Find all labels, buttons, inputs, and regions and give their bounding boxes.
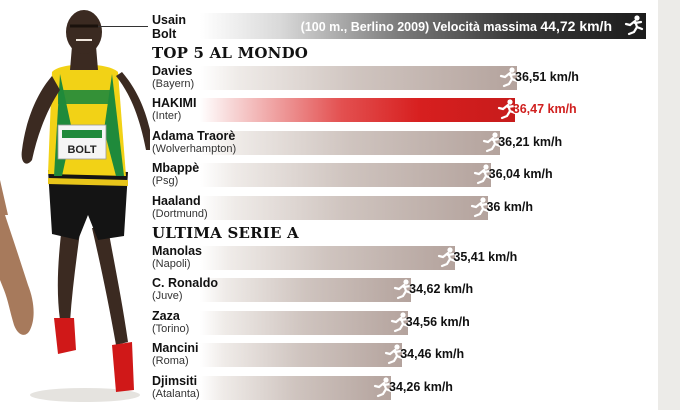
bolt-speed-text: (100 m., Berlino 2009) Velocità massima … bbox=[301, 18, 612, 34]
runner-icon bbox=[390, 312, 409, 332]
runner-icon bbox=[497, 99, 516, 120]
bar-zaza bbox=[200, 310, 408, 335]
bar-djimsiti bbox=[200, 375, 391, 400]
runner-icon bbox=[373, 376, 393, 397]
speed-value-label: 36 km/h bbox=[486, 199, 533, 214]
speed-value-label: 36,47 km/h bbox=[512, 102, 577, 117]
runner-icon bbox=[394, 279, 413, 300]
player-name: Davies bbox=[152, 64, 193, 78]
bar-hakimi bbox=[200, 98, 515, 123]
player-label: Davies (Bayern) bbox=[152, 64, 292, 91]
player-name: C. Ronaldo bbox=[152, 276, 218, 291]
player-team: (Bayern) bbox=[152, 78, 195, 90]
speed-value-label: 34,56 km/h bbox=[405, 314, 470, 329]
bar-adama-traor- bbox=[200, 130, 501, 155]
bar-mbapp- bbox=[200, 163, 491, 188]
player-label: Manolas (Napoli) bbox=[152, 244, 292, 271]
bar-haaland bbox=[200, 195, 489, 220]
player-team: (Roma) bbox=[152, 355, 189, 368]
runner-icon bbox=[438, 247, 457, 268]
bolt-speed-bar: (100 m., Berlino 2009) Velocità massima … bbox=[200, 13, 646, 39]
player-name: Haaland bbox=[152, 193, 201, 208]
player-label: Mbappè (Psg) bbox=[152, 161, 292, 188]
player-team: (Juve) bbox=[152, 290, 183, 303]
bolt-last-name: Bolt bbox=[152, 27, 177, 41]
runner-icon bbox=[471, 196, 490, 217]
bolt-context: (100 m., Berlino 2009) Velocità massima bbox=[300, 20, 537, 34]
runner-icon bbox=[385, 344, 404, 365]
player-label: Adama Traorè (Wolverhampton) bbox=[152, 129, 292, 156]
runner-icon bbox=[499, 67, 519, 88]
player-name: Djimsiti bbox=[152, 373, 198, 388]
player-label: Zaza (Torino) bbox=[152, 309, 292, 336]
speed-value-label: 34,46 km/h bbox=[400, 347, 465, 362]
player-name: Mancini bbox=[152, 341, 199, 356]
player-team: (Inter) bbox=[152, 110, 182, 123]
bolt-pointer-line bbox=[98, 26, 148, 27]
page-edge bbox=[658, 0, 680, 410]
player-team: (Torino) bbox=[152, 322, 190, 335]
bar-davies bbox=[200, 66, 517, 90]
player-name: Adama Traorè bbox=[152, 128, 236, 143]
player-name: HAKIMI bbox=[152, 96, 197, 111]
bolt-name: Usain Bolt bbox=[152, 13, 202, 41]
player-label: Mancini (Roma) bbox=[152, 341, 292, 368]
speed-value-label: 36,04 km/h bbox=[488, 167, 553, 182]
player-team: (Wolverhampton) bbox=[152, 142, 237, 155]
speed-value-label: 34,62 km/h bbox=[409, 282, 474, 297]
player-name: Mbappè bbox=[152, 161, 200, 176]
runner-icon bbox=[473, 164, 492, 185]
section-title-serie-a: ULTIMA SERIE A bbox=[152, 224, 299, 242]
player-team: (Atalanta) bbox=[152, 387, 200, 400]
runner-icon bbox=[624, 15, 644, 36]
player-name: Manolas bbox=[152, 244, 203, 258]
speed-value-label: 36,21 km/h bbox=[498, 134, 563, 149]
section-title-top5: TOP 5 AL MONDO bbox=[152, 44, 309, 62]
athlete-illustration: BOLT bbox=[0, 10, 150, 402]
player-label: C. Ronaldo (Juve) bbox=[152, 276, 292, 303]
player-team: (Napoli) bbox=[152, 258, 191, 270]
runner-icon bbox=[483, 132, 502, 152]
player-name: Zaza bbox=[152, 308, 180, 323]
bolt-speed-value: 44,72 km/h bbox=[540, 18, 612, 34]
bolt-first-name: Usain bbox=[152, 13, 187, 27]
player-label: Djimsiti (Atalanta) bbox=[152, 374, 292, 401]
speed-value-label: 35,41 km/h bbox=[453, 250, 518, 264]
bar-manolas bbox=[200, 246, 456, 270]
bar-c-ronaldo bbox=[200, 278, 412, 303]
player-label: HAKIMI (Inter) bbox=[152, 96, 292, 123]
bib-text: BOLT bbox=[67, 144, 96, 156]
speed-value-label: 36,51 km/h bbox=[515, 70, 579, 84]
bar-mancini bbox=[200, 343, 403, 368]
player-team: (Psg) bbox=[152, 175, 179, 188]
player-label: Haaland (Dortmund) bbox=[152, 194, 292, 221]
player-team: (Dortmund) bbox=[152, 207, 208, 220]
speed-value-label: 34,26 km/h bbox=[389, 379, 453, 394]
